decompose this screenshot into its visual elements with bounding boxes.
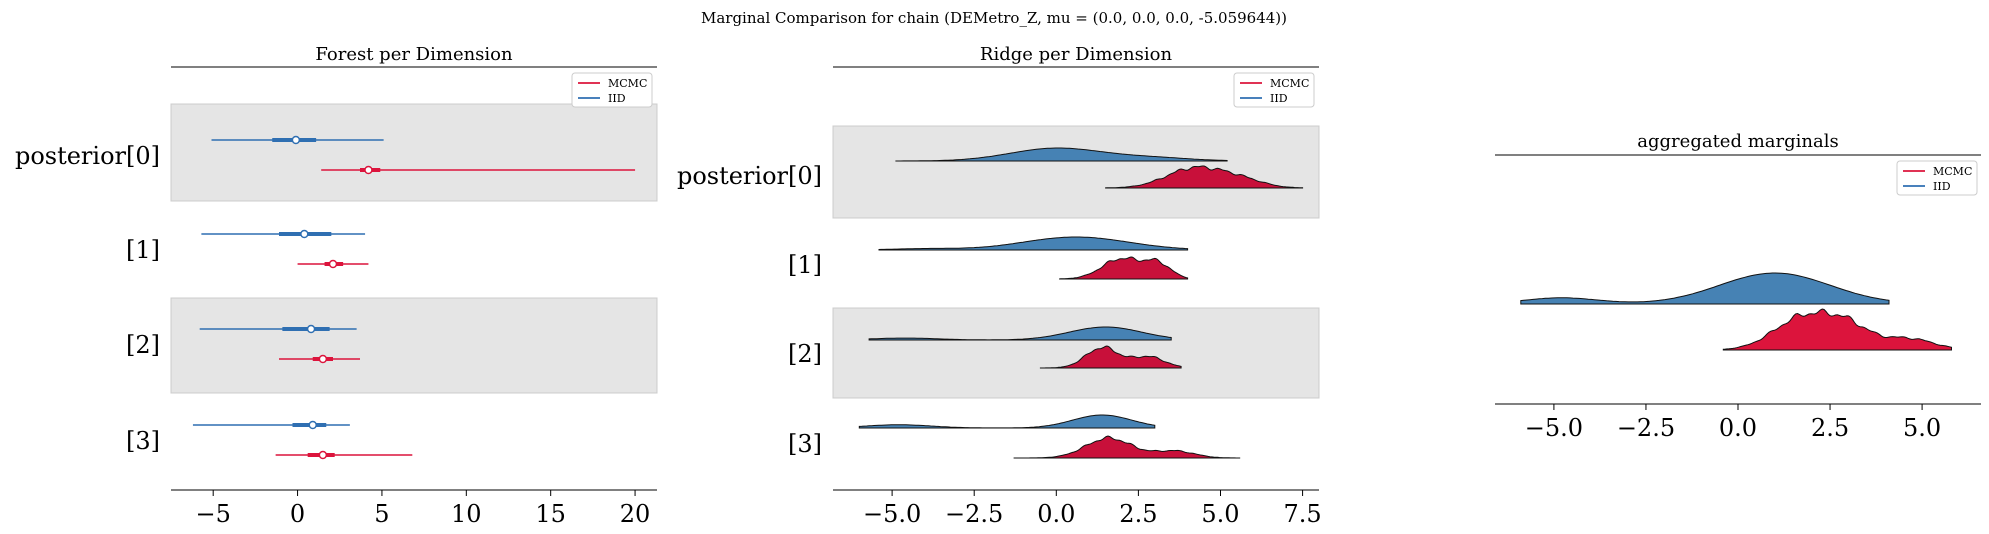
ridge-iid-ridge bbox=[858, 414, 1156, 429]
ridge-x-tick-label: −5.0 bbox=[863, 500, 921, 528]
forest-iid-median-point bbox=[306, 324, 316, 334]
figure-suptitle: Marginal Comparison for chain (DEMetro_Z… bbox=[701, 9, 1287, 27]
ridge-mcmc-ridge bbox=[1059, 256, 1189, 280]
ridge-x-tick-label: 0.0 bbox=[1037, 500, 1075, 528]
ridge-x-tick-label: 2.5 bbox=[1119, 500, 1157, 528]
aggregated-mcmc-ridge bbox=[1722, 308, 1952, 351]
forest-band bbox=[170, 103, 658, 202]
forest-panel-title: Forest per Dimension bbox=[315, 44, 513, 65]
aggregated-x-tick-label: 2.5 bbox=[1811, 414, 1849, 442]
ridge-band bbox=[832, 307, 1320, 399]
aggregated-panel: aggregated marginals −5.0 −2.5 0.0 2.5 5.0 MC… bbox=[1495, 131, 1981, 442]
ridge-mcmc-ridge bbox=[1105, 165, 1304, 189]
ridge-x-tick-label: −2.5 bbox=[945, 500, 1003, 528]
ridge-iid-ridge bbox=[878, 236, 1189, 251]
aggregated-x-tick-label: 5.0 bbox=[1903, 414, 1941, 442]
forest-panel: Forest per Dimension −5 0 5 10 15 20 posterior… bbox=[15, 44, 658, 528]
ridge-mcmc-ridge bbox=[1039, 345, 1182, 369]
forest-iid-median-point bbox=[308, 420, 317, 430]
forest-mcmc-median-point bbox=[364, 165, 373, 175]
ridge-x-tick-label: 5.0 bbox=[1201, 500, 1239, 528]
aggregated-iid-ridge bbox=[1520, 272, 1890, 305]
forest-dim-label: [1] bbox=[126, 236, 160, 264]
forest-x-tick-label: 5 bbox=[374, 500, 389, 528]
forest-iid-median-point bbox=[291, 135, 301, 145]
forest-x-tick-label: 0 bbox=[290, 500, 305, 528]
forest-x-tick-label: 20 bbox=[620, 500, 651, 528]
aggregated-legend-mcmc-label: MCMC bbox=[1933, 165, 1972, 178]
forest-x-tick-label: 10 bbox=[451, 500, 482, 528]
ridge-dim-label: posterior[0] bbox=[677, 162, 822, 190]
forest-band bbox=[170, 297, 658, 394]
ridge-band bbox=[832, 125, 1320, 219]
forest-dim-label: [2] bbox=[126, 331, 160, 359]
aggregated-x-tick-label: 0.0 bbox=[1719, 414, 1757, 442]
forest-x-tick-label: 15 bbox=[535, 500, 566, 528]
ridge-legend-mcmc-label: MCMC bbox=[1270, 77, 1309, 90]
ridge-legend-iid-label: IID bbox=[1270, 92, 1288, 105]
forest-mcmc-median-point bbox=[328, 259, 338, 269]
aggregated-x-tick-label: −2.5 bbox=[1617, 414, 1675, 442]
ridge-iid-ridge bbox=[895, 147, 1228, 162]
forest-dim-label: [3] bbox=[126, 427, 160, 455]
ridge-x-tick-label: 7.5 bbox=[1283, 500, 1321, 528]
ridge-panel-title: Ridge per Dimension bbox=[980, 44, 1173, 65]
forest-x-tick-label: −5 bbox=[195, 500, 230, 528]
ridge-iid-ridge bbox=[868, 326, 1172, 341]
ridge-dim-label: [1] bbox=[788, 251, 822, 279]
aggregated-x-tick-label: −5.0 bbox=[1525, 414, 1583, 442]
ridge-dim-label: [3] bbox=[788, 430, 822, 458]
forest-dim-label: posterior[0] bbox=[15, 142, 160, 170]
ridge-panel: Ridge per Dimension −5.0 −2.5 0.0 2.5 5.0 7.5… bbox=[677, 44, 1322, 528]
aggregated-panel-title: aggregated marginals bbox=[1637, 131, 1838, 152]
forest-legend-mcmc-label: MCMC bbox=[608, 77, 647, 90]
ridge-mcmc-ridge bbox=[1013, 435, 1241, 459]
forest-legend-iid-label: IID bbox=[608, 92, 626, 105]
forest-mcmc-median-point bbox=[318, 354, 328, 364]
forest-mcmc-median-point bbox=[318, 450, 328, 460]
forest-iid-median-point bbox=[300, 229, 309, 239]
ridge-dim-label: [2] bbox=[788, 340, 822, 368]
aggregated-legend-iid-label: IID bbox=[1933, 180, 1951, 193]
